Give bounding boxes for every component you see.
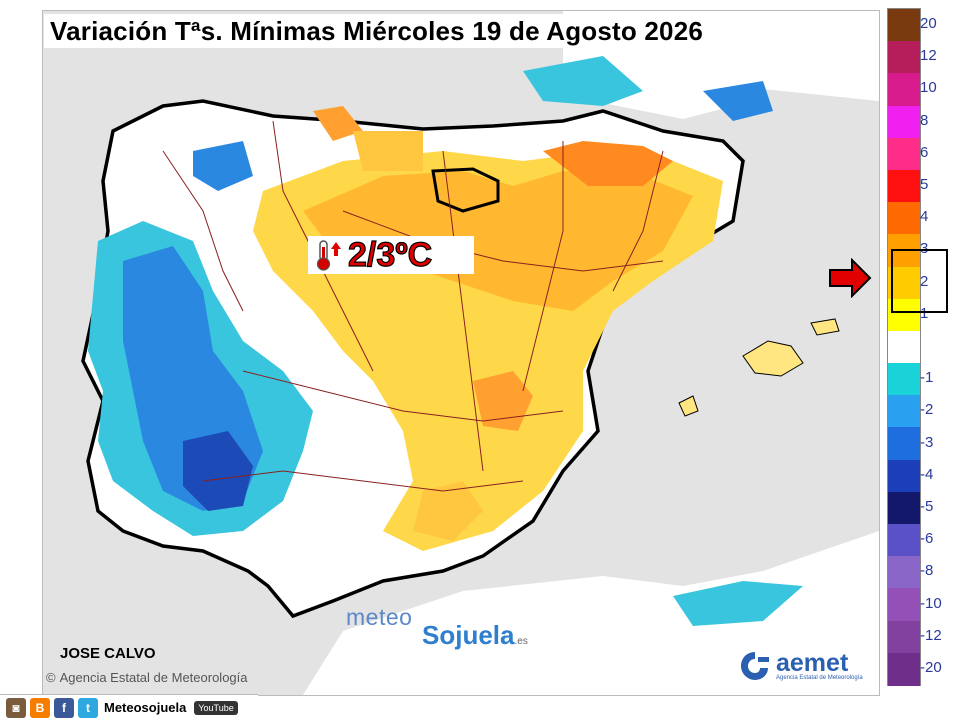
legend-label: 12	[920, 47, 937, 65]
thermometer-up-icon	[316, 240, 341, 271]
agency-credit: © Agencia Estatal de Meteorología	[46, 670, 248, 685]
legend-label: -1	[920, 369, 934, 387]
legend-label: 8	[920, 111, 929, 129]
youtube-icon[interactable]: YouTube	[194, 700, 238, 715]
legend-swatch	[888, 395, 920, 429]
meteosojuela-watermark: meteo Sojuela.es	[346, 604, 546, 654]
legend-swatch	[888, 491, 920, 525]
aemet-swirl-icon	[741, 652, 769, 680]
legend-swatch	[888, 298, 920, 332]
legend-label: -4	[920, 465, 934, 483]
legend-swatch	[888, 427, 920, 461]
legend-swatch	[888, 73, 920, 107]
legend-swatch	[888, 137, 920, 171]
legend-label: -12	[920, 626, 942, 644]
legend-label: 2	[920, 272, 929, 290]
legend-swatch	[888, 169, 920, 203]
legend-swatch	[888, 459, 920, 493]
africa-land	[303, 531, 879, 695]
legend-label: 4	[920, 208, 929, 226]
legend-swatch	[888, 588, 920, 622]
legend-swatch	[888, 620, 920, 654]
mallorca	[742, 340, 804, 377]
legend-label: 6	[920, 143, 929, 161]
watermark-line2: Sojuela	[422, 620, 515, 650]
watermark-suffix: .es	[514, 636, 528, 647]
social-handle[interactable]: Meteosojuela	[104, 700, 187, 715]
temperature-variation-map	[43, 11, 879, 695]
ibiza	[678, 395, 699, 417]
legend-highlight-box	[891, 249, 948, 313]
legend-swatch	[888, 652, 920, 686]
menorca	[810, 318, 840, 336]
legend-swatch	[888, 330, 920, 364]
copyright-symbol: ©	[46, 670, 56, 685]
facebook-icon[interactable]: f	[54, 697, 74, 718]
legend-label: -8	[920, 562, 934, 580]
legend-label: 5	[920, 176, 929, 194]
aemet-logo: aemet Agencia Estatal de Meteorología	[738, 644, 874, 688]
instagram-icon[interactable]: ◙	[6, 697, 26, 718]
agency-credit-text: Agencia Estatal de Meteorología	[59, 670, 248, 685]
map-panel	[42, 10, 880, 696]
pointer-arrow-icon	[829, 258, 872, 298]
legend-swatch	[888, 9, 920, 42]
cool-zones	[88, 56, 803, 626]
watermark-line1: meteo	[346, 604, 413, 630]
blogger-icon[interactable]: B	[30, 697, 50, 718]
temperature-callout: 2/3ºC	[308, 235, 474, 275]
author-credit: JOSE CALVO	[60, 645, 156, 662]
legend-label: -5	[920, 497, 934, 515]
aemet-wordmark: aemet	[776, 648, 849, 677]
legend-label: 3	[920, 240, 929, 258]
legend-label: 10	[920, 79, 937, 97]
legend-swatch	[888, 556, 920, 590]
legend-label: 1	[920, 304, 929, 322]
twitter-icon[interactable]: t	[78, 697, 98, 718]
legend-swatch	[888, 266, 920, 300]
legend-label: -10	[920, 594, 942, 612]
legend-swatch	[888, 41, 920, 75]
legend-label: 20	[920, 15, 937, 33]
aemet-subtitle: Agencia Estatal de Meteorología	[776, 674, 863, 681]
social-bar: ◙ B f t Meteosojuela YouTube	[0, 694, 258, 720]
legend-swatch	[888, 363, 920, 397]
temperature-variation-value: 2/3ºC	[347, 235, 433, 274]
legend-label: -2	[920, 401, 934, 419]
la-rioja-outline	[431, 167, 500, 213]
color-scale-legend	[887, 8, 921, 686]
legend-swatch	[888, 524, 920, 558]
legend-label: -20	[920, 658, 942, 676]
legend-label: -3	[920, 433, 934, 451]
map-title: Variación Tªs. Mínimas Miércoles 19 de A…	[44, 14, 710, 48]
legend-swatch	[888, 202, 920, 236]
legend-swatch	[888, 105, 920, 139]
legend-label: -6	[920, 530, 934, 548]
